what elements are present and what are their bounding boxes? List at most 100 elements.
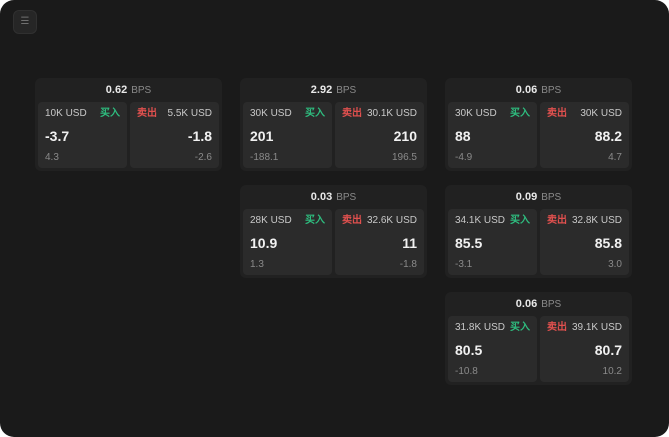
sell-delta: -1.8 — [399, 259, 417, 270]
sell-panel[interactable]: 卖出 5.5K USD -1.8 -2.6 — [130, 102, 219, 168]
sell-side-label: 卖出 — [547, 215, 567, 226]
bps-value: 0.09 — [515, 191, 538, 203]
bps-header: 0.06 BPS — [448, 78, 629, 102]
buy-price: -3.7 — [45, 128, 70, 144]
buy-amount: 30K USD — [455, 108, 497, 119]
sell-price: -1.8 — [187, 128, 212, 144]
sell-panel-top: 卖出 32.8K USD — [547, 216, 622, 226]
buy-price: 10.9 — [250, 235, 278, 251]
buy-panel[interactable]: 30K USD 买入 201 -188.1 — [243, 102, 332, 168]
buy-panel[interactable]: 31.8K USD 买入 80.5 -10.8 — [448, 316, 537, 382]
sell-panel[interactable]: 卖出 39.1K USD 80.7 10.2 — [540, 316, 629, 382]
buy-amount: 31.8K USD — [455, 322, 506, 333]
buy-side-label: 买入 — [510, 215, 530, 226]
sell-amount: 5.5K USD — [167, 108, 212, 119]
bps-label: BPS — [336, 84, 357, 96]
buy-panel-top: 28K USD 买入 — [250, 216, 325, 226]
buy-side-label: 买入 — [510, 108, 530, 119]
buy-delta: 4.3 — [45, 152, 59, 163]
sell-side-label: 卖出 — [547, 108, 567, 119]
buy-price: 88 — [455, 128, 471, 144]
sell-delta: -2.6 — [194, 152, 212, 163]
bps-value: 0.06 — [515, 84, 538, 96]
buy-panel[interactable]: 10K USD 买入 -3.7 4.3 — [38, 102, 127, 168]
buy-panel-top: 31.8K USD 买入 — [455, 323, 530, 333]
sell-panel[interactable]: 卖出 30K USD 88.2 4.7 — [540, 102, 629, 168]
quote-panels: 10K USD 买入 -3.7 4.3 卖出 5.5K USD -1.8 -2.… — [38, 102, 219, 168]
buy-price: 80.5 — [455, 342, 483, 358]
buy-delta: -4.9 — [455, 152, 473, 163]
quote-card: 0.06 BPS 31.8K USD 买入 80.5 -10.8 卖出 39.1… — [445, 292, 632, 385]
bps-value: 0.62 — [105, 84, 128, 96]
buy-delta: -188.1 — [250, 152, 279, 163]
buy-panel[interactable]: 28K USD 买入 10.9 1.3 — [243, 209, 332, 275]
quote-panels: 28K USD 买入 10.9 1.3 卖出 32.6K USD 11 -1.8 — [243, 209, 424, 275]
sell-price: 88.2 — [594, 128, 622, 144]
sell-panel[interactable]: 卖出 30.1K USD 210 196.5 — [335, 102, 424, 168]
bps-label: BPS — [336, 191, 357, 203]
buy-side-label: 买入 — [100, 108, 120, 119]
sell-amount: 39.1K USD — [571, 322, 622, 333]
buy-side-label: 买入 — [510, 322, 530, 333]
bps-header: 0.06 BPS — [448, 292, 629, 316]
buy-panel[interactable]: 34.1K USD 买入 85.5 -3.1 — [448, 209, 537, 275]
sell-panel-top: 卖出 5.5K USD — [137, 109, 212, 119]
bps-label: BPS — [541, 84, 562, 96]
sell-side-label: 卖出 — [137, 108, 157, 119]
buy-delta: -3.1 — [455, 259, 473, 270]
bps-label: BPS — [541, 191, 562, 203]
buy-panel-top: 30K USD 买入 — [250, 109, 325, 119]
buy-panel-top: 30K USD 买入 — [455, 109, 530, 119]
sell-delta: 196.5 — [391, 152, 417, 163]
sell-panel-top: 卖出 30K USD — [547, 109, 622, 119]
quote-panels: 30K USD 买入 201 -188.1 卖出 30.1K USD 210 1… — [243, 102, 424, 168]
buy-amount: 34.1K USD — [455, 215, 506, 226]
sell-price: 210 — [393, 128, 417, 144]
bps-header: 0.62 BPS — [38, 78, 219, 102]
quote-card: 0.62 BPS 10K USD 买入 -3.7 4.3 卖出 5.5K USD… — [35, 78, 222, 171]
buy-panel[interactable]: 30K USD 买入 88 -4.9 — [448, 102, 537, 168]
buy-price: 85.5 — [455, 235, 483, 251]
bps-label: BPS — [541, 298, 562, 310]
sell-panel[interactable]: 卖出 32.6K USD 11 -1.8 — [335, 209, 424, 275]
sell-panel[interactable]: 卖出 32.8K USD 85.8 3.0 — [540, 209, 629, 275]
sell-side-label: 卖出 — [547, 322, 567, 333]
buy-panel-top: 34.1K USD 买入 — [455, 216, 530, 226]
bps-header: 0.09 BPS — [448, 185, 629, 209]
bps-value: 0.06 — [515, 298, 538, 310]
bps-label: BPS — [131, 84, 152, 96]
sell-delta: 4.7 — [608, 152, 622, 163]
quote-panels: 30K USD 买入 88 -4.9 卖出 30K USD 88.2 4.7 — [448, 102, 629, 168]
quote-card: 0.06 BPS 30K USD 买入 88 -4.9 卖出 30K USD 8… — [445, 78, 632, 171]
quote-card: 2.92 BPS 30K USD 买入 201 -188.1 卖出 30.1K … — [240, 78, 427, 171]
buy-delta: 1.3 — [250, 259, 264, 270]
bps-value: 0.03 — [310, 191, 333, 203]
buy-amount: 28K USD — [250, 215, 292, 226]
buy-panel-top: 10K USD 买入 — [45, 109, 120, 119]
sell-amount: 30K USD — [580, 108, 622, 119]
sell-price: 11 — [402, 235, 417, 251]
sell-delta: 3.0 — [608, 259, 622, 270]
quote-panels: 34.1K USD 买入 85.5 -3.1 卖出 32.8K USD 85.8… — [448, 209, 629, 275]
sell-amount: 32.8K USD — [571, 215, 622, 226]
sell-side-label: 卖出 — [342, 108, 362, 119]
sell-price: 80.7 — [594, 342, 622, 358]
menu-icon[interactable]: ☰ — [13, 10, 37, 34]
sell-amount: 32.6K USD — [366, 215, 417, 226]
buy-amount: 10K USD — [45, 108, 87, 119]
sell-panel-top: 卖出 30.1K USD — [342, 109, 417, 119]
sell-amount: 30.1K USD — [366, 108, 417, 119]
sell-side-label: 卖出 — [342, 215, 362, 226]
quote-card: 0.03 BPS 28K USD 买入 10.9 1.3 卖出 32.6K US… — [240, 185, 427, 278]
quote-card: 0.09 BPS 34.1K USD 买入 85.5 -3.1 卖出 32.8K… — [445, 185, 632, 278]
quote-panels: 31.8K USD 买入 80.5 -10.8 卖出 39.1K USD 80.… — [448, 316, 629, 382]
bps-value: 2.92 — [310, 84, 333, 96]
buy-side-label: 买入 — [305, 108, 325, 119]
sell-delta: 10.2 — [602, 366, 622, 377]
buy-side-label: 买入 — [305, 215, 325, 226]
buy-delta: -10.8 — [455, 366, 478, 377]
bps-header: 0.03 BPS — [243, 185, 424, 209]
buy-amount: 30K USD — [250, 108, 292, 119]
sell-panel-top: 卖出 39.1K USD — [547, 323, 622, 333]
